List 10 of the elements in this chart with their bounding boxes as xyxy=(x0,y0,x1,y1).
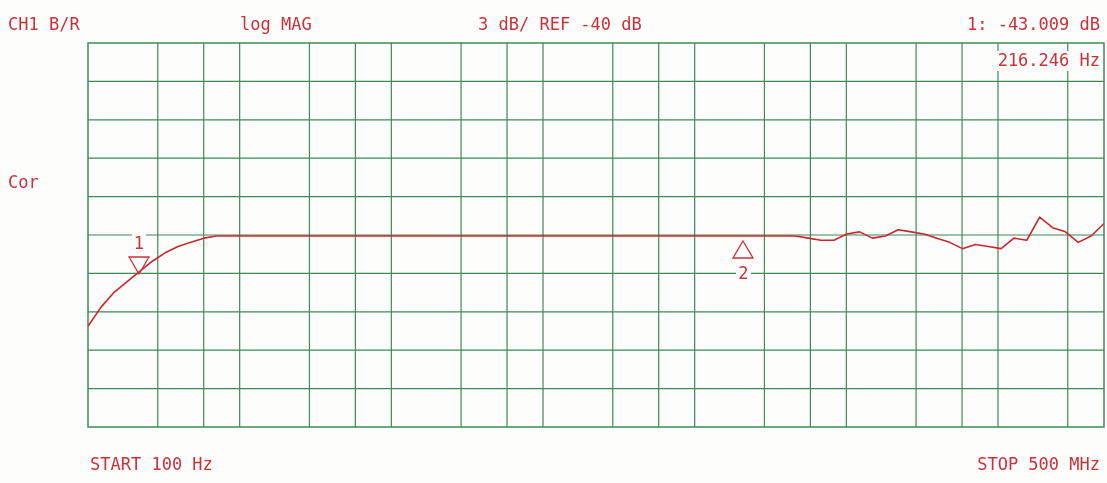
text: log MAG xyxy=(240,14,312,34)
chart-title: CH1 B/R xyxy=(8,14,81,34)
annotation: 2 xyxy=(736,263,751,284)
text: 1: -43.009 dB xyxy=(966,14,1100,34)
annotation: 1 xyxy=(131,232,147,253)
text: 3 dB/ REF -40 dB xyxy=(478,14,642,34)
y-axis-title: Cor xyxy=(8,172,39,192)
text: START 100 Hz xyxy=(90,454,213,474)
text: STOP 500 MHz xyxy=(977,454,1100,474)
text: 216.246 Hz xyxy=(997,50,1100,70)
